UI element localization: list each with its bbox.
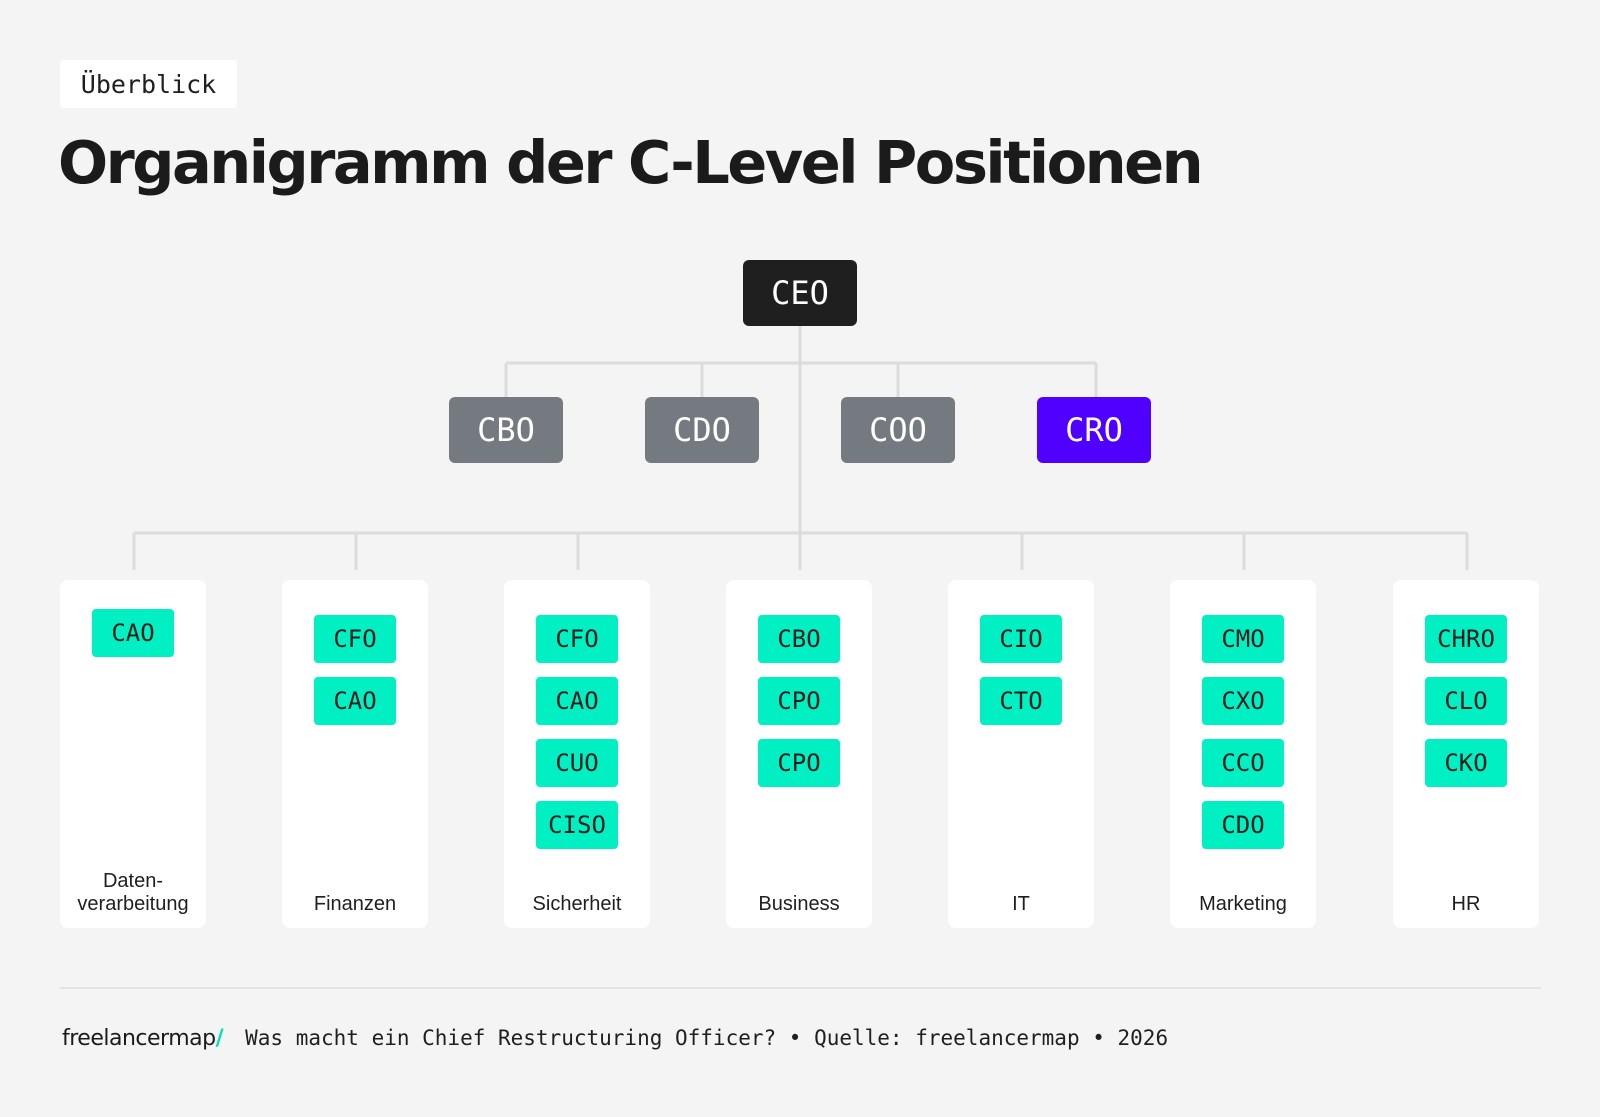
department-finanzen: CFO CAO Finanzen — [282, 580, 428, 928]
role-chip: CAO — [536, 677, 618, 725]
department-it: CIO CTO IT — [948, 580, 1094, 928]
role-chip: CAO — [314, 677, 396, 725]
footer-source-text: Was macht ein Chief Restructuring Office… — [245, 1026, 1169, 1050]
role-chip: CAO — [92, 609, 174, 657]
department-label: Finanzen — [313, 893, 397, 915]
role-chip: CIO — [980, 615, 1062, 663]
department-label: Daten-verarbeitung — [77, 870, 189, 915]
freelancermap-logo: freelancermap/ — [62, 1026, 224, 1051]
ceo-node: CEO — [743, 260, 857, 326]
role-chip: CISO — [536, 801, 618, 849]
department-marketing: CMO CXO CCO CDO Marketing — [1170, 580, 1316, 928]
role-chip: CCO — [1202, 739, 1284, 787]
logo-slash: / — [215, 1026, 224, 1051]
logo-text: freelancermap — [62, 1026, 216, 1051]
department-label: IT — [1012, 893, 1030, 915]
role-chip: CTO — [980, 677, 1062, 725]
footer: freelancermap/ Was macht ein Chief Restr… — [62, 1026, 1168, 1051]
role-chip: CHRO — [1425, 615, 1507, 663]
department-hr: CHRO CLO CKO HR — [1393, 580, 1539, 928]
role-chip: CUO — [536, 739, 618, 787]
department-datenverarbeitung: CAO Daten-verarbeitung — [60, 580, 206, 928]
role-chip: CMO — [1202, 615, 1284, 663]
role-chip: CBO — [758, 615, 840, 663]
role-chip: CKO — [1425, 739, 1507, 787]
role-chip: CXO — [1202, 677, 1284, 725]
department-label: HR — [1451, 893, 1481, 915]
page-title: Organigramm der C-Level Positionen — [58, 128, 1204, 197]
cro-node: CRO — [1037, 397, 1151, 463]
footer-divider — [60, 987, 1541, 989]
department-business: CBO CPO CPO Business — [726, 580, 872, 928]
overview-tag: Überblick — [60, 60, 237, 108]
cbo-node: CBO — [449, 397, 563, 463]
department-sicherheit: CFO CAO CUO CISO Sicherheit — [504, 580, 650, 928]
role-chip: CPO — [758, 739, 840, 787]
role-chip: CDO — [1202, 801, 1284, 849]
cdo-node: CDO — [645, 397, 759, 463]
role-chip: CFO — [314, 615, 396, 663]
department-label: Sicherheit — [532, 893, 622, 915]
role-chip: CLO — [1425, 677, 1507, 725]
department-label: Marketing — [1199, 893, 1287, 915]
role-chip: CFO — [536, 615, 618, 663]
role-chip: CPO — [758, 677, 840, 725]
coo-node: COO — [841, 397, 955, 463]
department-label: Business — [758, 893, 840, 915]
